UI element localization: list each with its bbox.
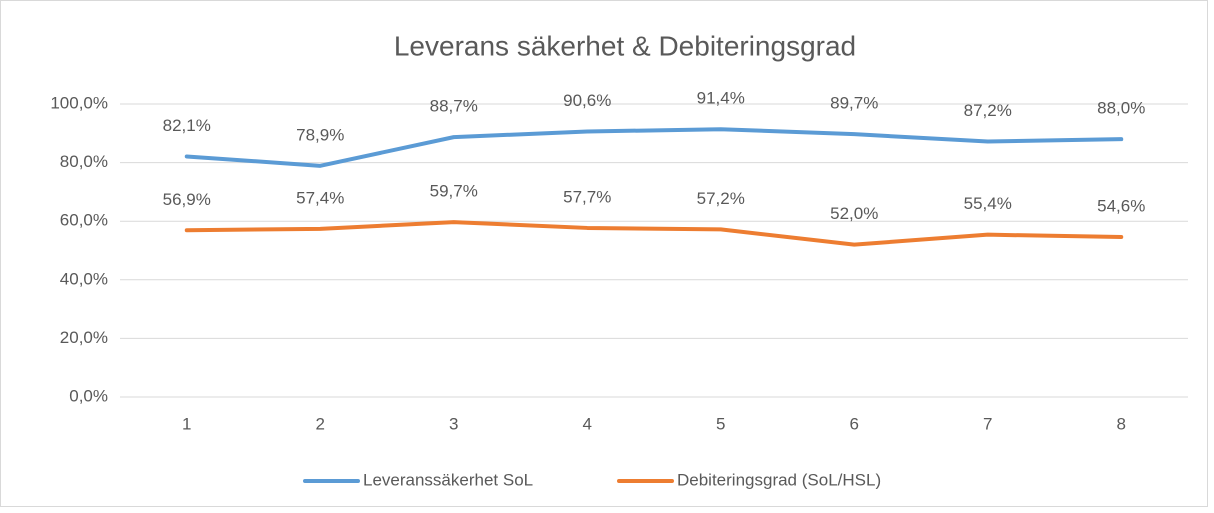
chart-title: Leverans säkerhet & Debiteringsgrad [394,30,856,61]
data-label: 82,1% [163,116,211,135]
data-label: 52,0% [830,204,878,223]
x-tick-label: 7 [983,414,992,433]
x-tick-label: 8 [1117,414,1126,433]
data-label: 90,6% [563,91,611,110]
data-label: 91,4% [697,89,745,108]
data-label: 88,0% [1097,99,1145,118]
y-tick-label: 40,0% [60,269,108,288]
data-label: 87,2% [964,101,1012,120]
y-tick-label: 60,0% [60,211,108,230]
x-tick-label: 3 [449,414,458,433]
x-tick-label: 4 [583,414,592,433]
data-label: 54,6% [1097,197,1145,216]
y-tick-label: 0,0% [69,386,108,405]
y-tick-label: 20,0% [60,328,108,347]
x-tick-label: 1 [182,414,191,433]
x-tick-label: 5 [716,414,725,433]
legend-label: Leveranssäkerhet SoL [363,470,533,489]
data-label: 57,4% [296,188,344,207]
y-tick-label: 80,0% [60,152,108,171]
legend-label: Debiteringsgrad (SoL/HSL) [677,470,881,489]
data-label: 55,4% [964,194,1012,213]
data-label: 57,7% [563,187,611,206]
data-label: 59,7% [430,182,478,201]
data-label: 88,7% [430,97,478,116]
data-label: 78,9% [296,125,344,144]
x-tick-label: 6 [850,414,859,433]
data-label: 89,7% [830,94,878,113]
series-line [184,220,1124,247]
x-tick-label: 2 [316,414,325,433]
data-label: 56,9% [163,190,211,209]
series-line [184,127,1124,168]
data-label: 57,2% [697,189,745,208]
y-tick-label: 100,0% [50,93,108,112]
